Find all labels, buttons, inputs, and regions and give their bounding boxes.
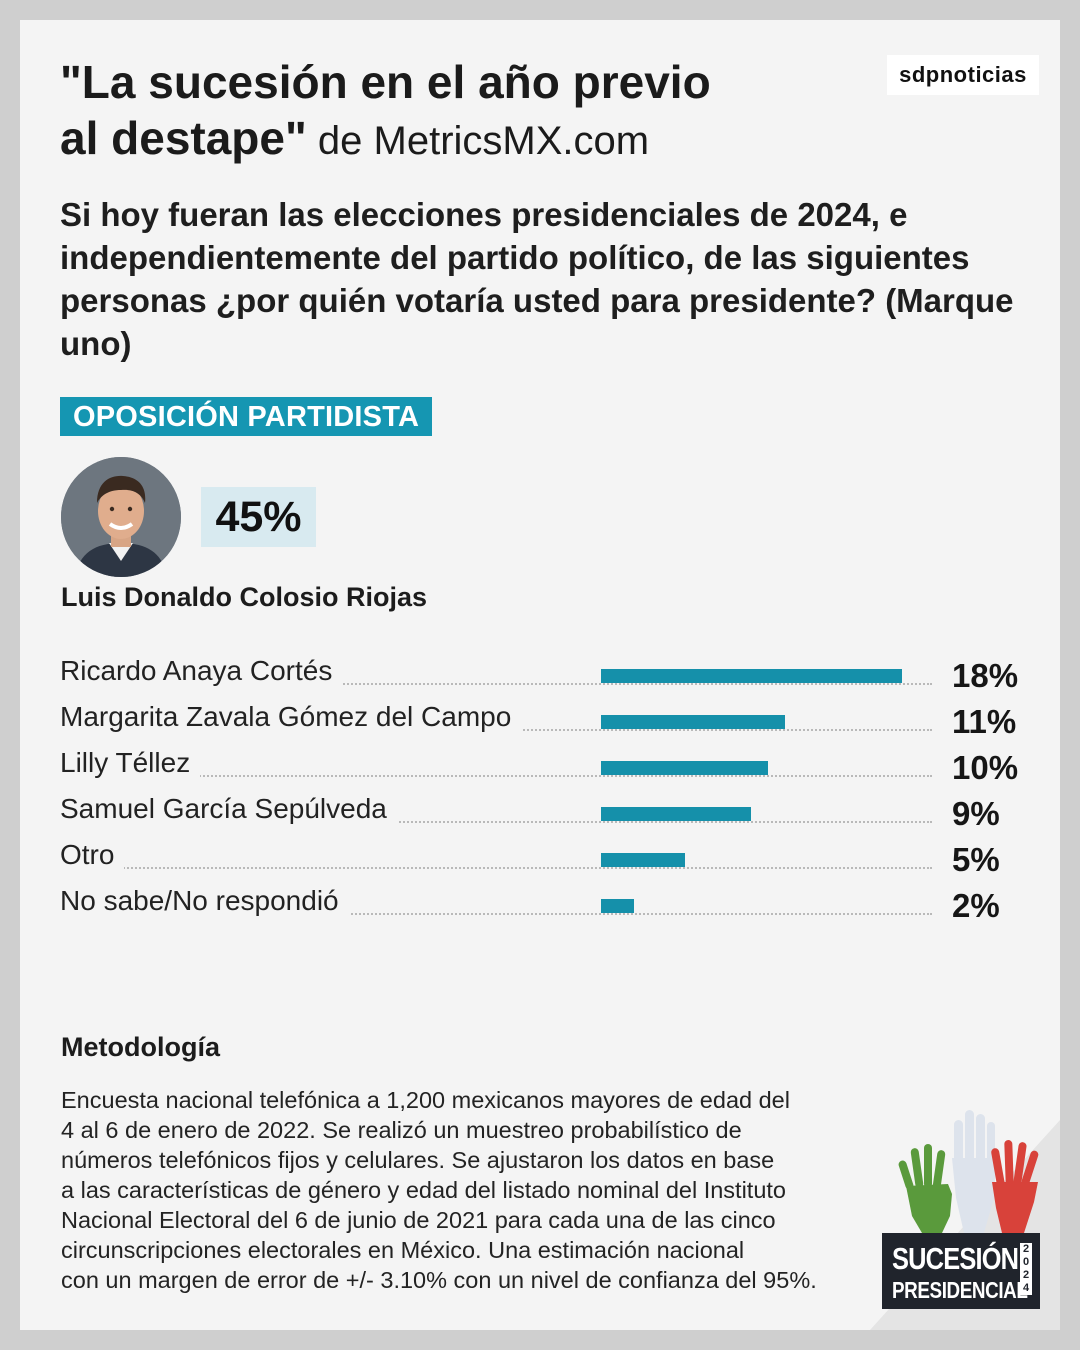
bar [601, 899, 634, 913]
logo-line-2: PRESIDENCIAL [892, 1277, 1028, 1303]
bar-category-label: Ricardo Anaya Cortés [60, 655, 343, 687]
section-tag: OPOSICIÓN PARTIDISTA [60, 397, 433, 436]
bar-category-label: Margarita Zavala Gómez del Campo [60, 701, 522, 733]
leader-name: Luis Donaldo Colosio Riojas [61, 582, 428, 612]
sucesion-presidencial-logo: SUCESIÓN PRESIDENCIAL 2024 [882, 1233, 1040, 1309]
dotted-leader-line [60, 867, 932, 869]
bar-row: Samuel García Sepúlveda 9% [60, 791, 1020, 837]
methodology-line: a las características de género y edad d… [61, 1177, 787, 1203]
bar-category-label: Otro [60, 839, 125, 871]
bar-chart: Ricardo Anaya Cortés 18% Margarita Zavala … [20, 20, 1060, 1330]
bar [601, 715, 785, 729]
bar-value-label: 10% [952, 749, 1019, 787]
bar-row: Lilly Téllez 10% [60, 745, 1020, 791]
dotted-leader-line [60, 913, 932, 915]
title-line-2-text: al destape" [60, 112, 307, 164]
methodology-text: Encuesta nacional telefónica a 1,200 mex… [61, 1085, 861, 1295]
methodology-line: con un margen de error de +/- 3.10% con … [61, 1267, 817, 1293]
page-title: "La sucesión en el año previo al destape… [60, 54, 860, 169]
leader-percentage: 45% [201, 487, 316, 547]
raised-hands-icon [898, 1110, 1039, 1233]
bar-row: Margarita Zavala Gómez del Campo 11% [60, 699, 1020, 745]
brand-logo[interactable]: sdpnoticias [887, 55, 1039, 95]
bar-value-label: 9% [952, 795, 1000, 833]
bar-row: Ricardo Anaya Cortés 18% [60, 653, 1020, 699]
bar-category-label: No sabe/No respondió [60, 885, 349, 917]
candidate-avatar [61, 457, 181, 577]
bar [601, 669, 902, 683]
title-source: de MetricsMX.com [306, 119, 650, 163]
methodology-line: números telefónicos fijos y celulares. S… [61, 1147, 775, 1173]
methodology-line: Nacional Electoral del 6 de junio de 202… [61, 1207, 776, 1233]
infographic-card: sdpnoticias "La sucesión en el año previ… [20, 20, 1060, 1330]
bar-value-label: 5% [952, 841, 1000, 879]
title-line-2: al destape" de MetricsMX.com [60, 110, 860, 169]
bar-category-label: Samuel García Sepúlveda [60, 793, 397, 825]
dotted-leader-line [60, 821, 932, 823]
bar [601, 853, 685, 867]
methodology-line: 4 al 6 de enero de 2022. Se realizó un m… [61, 1117, 742, 1143]
dotted-leader-line [60, 683, 932, 685]
title-line-1: "La sucesión en el año previo [60, 56, 711, 108]
dotted-leader-line [60, 775, 932, 777]
methodology-line: Encuesta nacional telefónica a 1,200 mex… [61, 1087, 790, 1113]
bar-category-label: Lilly Téllez [60, 747, 201, 779]
methodology-line: circunscripciones electorales en México.… [61, 1237, 745, 1263]
bar-value-label: 11% [952, 703, 1017, 741]
logo-year: 2024 [1020, 1243, 1032, 1295]
logo-line-1: SUCESIÓN [892, 1241, 1019, 1276]
bar-row: Otro 5% [60, 837, 1020, 883]
bar [601, 761, 768, 775]
survey-question: Si hoy fueran las elecciones presidencia… [60, 196, 1014, 362]
avatar-portrait-icon [61, 457, 181, 577]
methodology-title: Metodología [61, 1032, 220, 1062]
bar [601, 807, 751, 821]
bar-value-label: 18% [952, 657, 1019, 695]
bar-row: No sabe/No respondió 2% [60, 883, 1020, 929]
bar-value-label: 2% [952, 887, 1000, 925]
